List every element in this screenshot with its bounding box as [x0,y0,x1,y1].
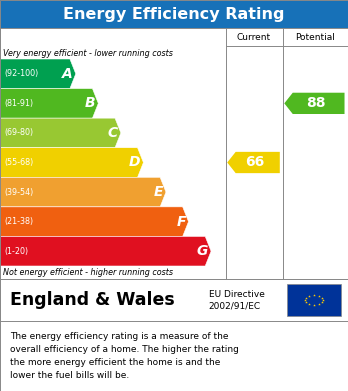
Text: 2002/91/EC: 2002/91/EC [209,302,261,311]
Text: Energy Efficiency Rating: Energy Efficiency Rating [63,7,285,22]
Text: E: E [154,185,163,199]
Text: (1-20): (1-20) [4,247,28,256]
Text: (39-54): (39-54) [4,188,33,197]
Polygon shape [0,118,121,148]
Text: England & Wales: England & Wales [10,291,175,309]
Text: (21-38): (21-38) [4,217,33,226]
Polygon shape [0,148,143,177]
Polygon shape [0,89,98,118]
Bar [0,28,348,279]
Text: Current: Current [237,32,271,41]
Polygon shape [0,177,166,207]
Text: The energy efficiency rating is a measure of the
overall efficiency of a home. T: The energy efficiency rating is a measur… [10,332,239,380]
Text: D: D [129,156,141,170]
Text: EU Directive: EU Directive [209,291,265,300]
Polygon shape [0,59,76,89]
Bar [287,284,341,316]
Polygon shape [0,207,189,237]
Text: Potential: Potential [295,32,335,41]
Text: G: G [197,244,208,258]
Text: (92-100): (92-100) [4,69,38,78]
Polygon shape [0,237,211,266]
Text: (69-80): (69-80) [4,128,33,137]
Text: Not energy efficient - higher running costs: Not energy efficient - higher running co… [3,268,174,277]
Text: F: F [176,215,186,229]
Bar [0,279,348,321]
Text: (81-91): (81-91) [4,99,33,108]
Text: 66: 66 [245,156,264,170]
Text: C: C [108,126,118,140]
Text: (55-68): (55-68) [4,158,33,167]
Polygon shape [227,152,280,173]
Bar [0,0,348,28]
Text: Very energy efficient - lower running costs: Very energy efficient - lower running co… [3,48,173,57]
Text: 88: 88 [306,96,325,110]
Polygon shape [284,93,345,114]
Text: A: A [62,67,73,81]
Text: B: B [85,96,96,110]
